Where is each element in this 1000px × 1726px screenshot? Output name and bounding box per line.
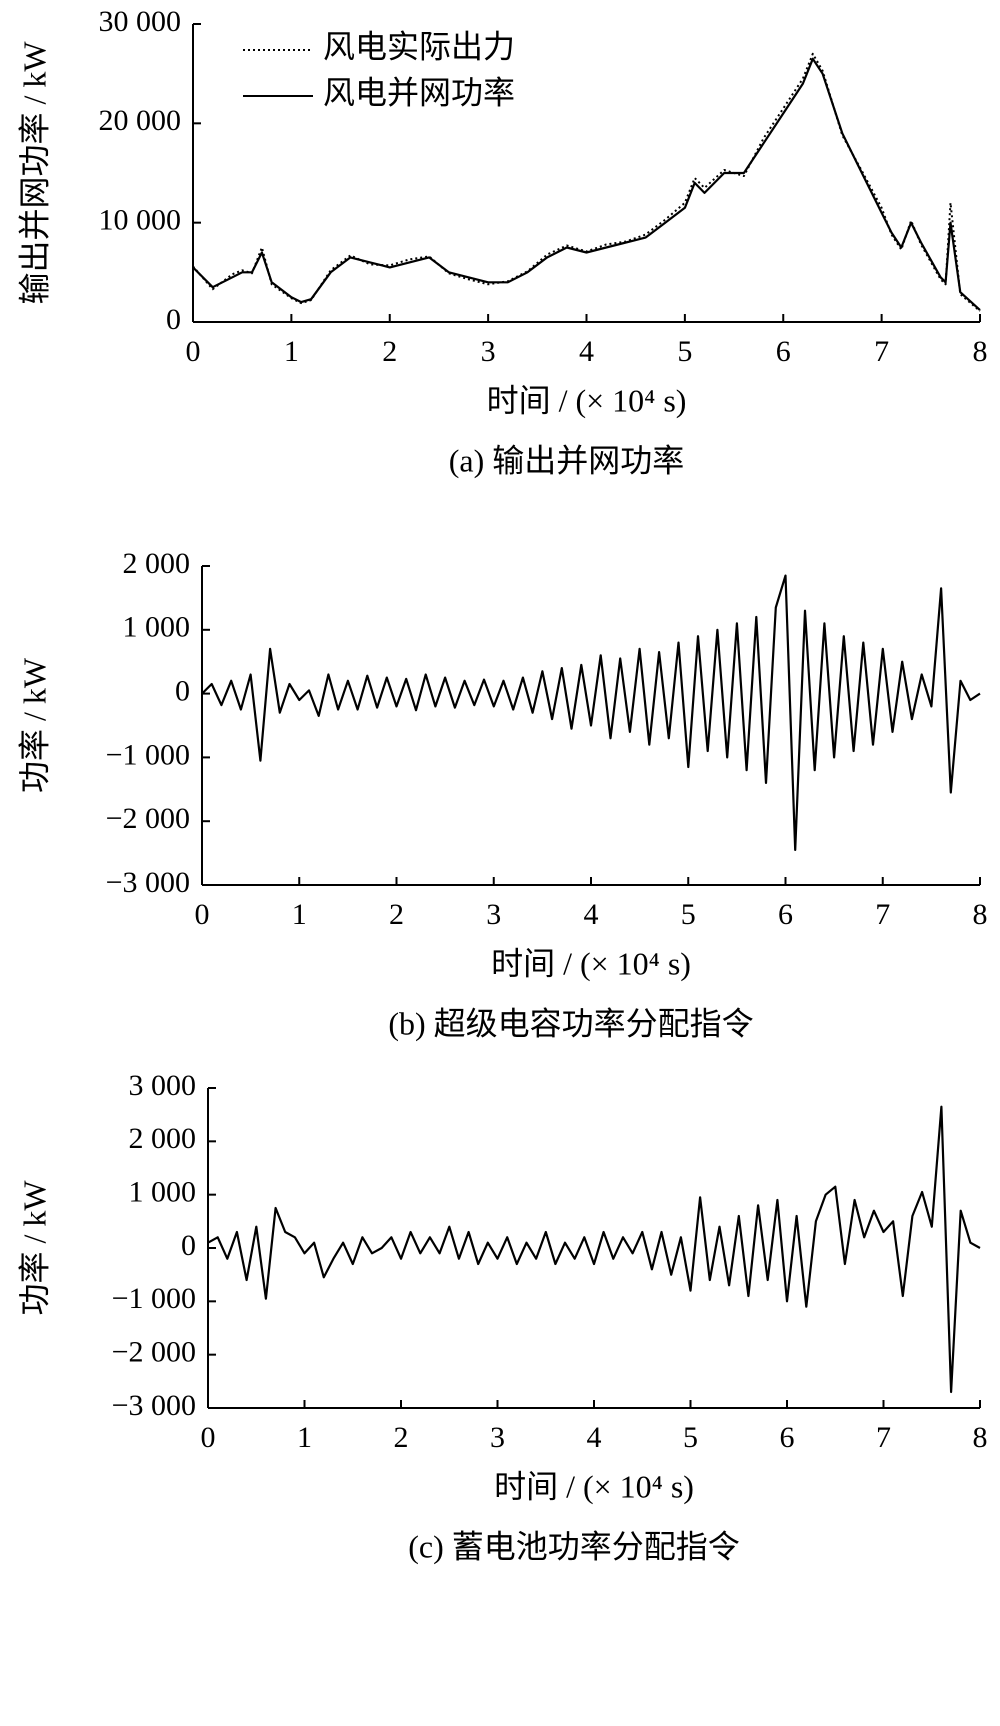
y-tick-label: −2 000 bbox=[112, 1336, 196, 1369]
y-tick-label: 10 000 bbox=[99, 204, 182, 237]
x-tick-label: 0 bbox=[195, 898, 210, 931]
x-tick-label: 1 bbox=[297, 1421, 312, 1454]
x-tick-label: 0 bbox=[201, 1421, 216, 1454]
x-tick-label: 8 bbox=[973, 335, 988, 368]
y-tick-label: 0 bbox=[181, 1229, 196, 1262]
chart-caption: (a) 输出并网功率 bbox=[449, 442, 685, 478]
y-tick-label: −3 000 bbox=[106, 866, 190, 899]
y-axis-label: 功率 / kW bbox=[16, 657, 52, 793]
x-tick-label: 4 bbox=[587, 1421, 602, 1454]
x-tick-label: 2 bbox=[382, 335, 397, 368]
y-tick-label: 1 000 bbox=[123, 611, 191, 644]
y-tick-label: −1 000 bbox=[112, 1282, 196, 1315]
x-tick-label: 8 bbox=[973, 1421, 988, 1454]
y-tick-label: 2 000 bbox=[123, 547, 191, 580]
x-tick-label: 6 bbox=[776, 335, 791, 368]
x-tick-label: 2 bbox=[394, 1421, 409, 1454]
legend-label: 风电实际出力 bbox=[323, 28, 515, 64]
y-tick-label: 30 000 bbox=[99, 5, 182, 38]
y-tick-label: 1 000 bbox=[129, 1176, 197, 1209]
x-axis-label: 时间 / (× 10⁴ s) bbox=[491, 945, 691, 981]
data-line bbox=[201, 574, 981, 851]
data-line bbox=[192, 52, 981, 312]
data-line bbox=[192, 57, 981, 311]
x-tick-label: 4 bbox=[579, 335, 594, 368]
y-tick-label: 2 000 bbox=[129, 1122, 197, 1155]
x-tick-label: 5 bbox=[683, 1421, 698, 1454]
x-tick-label: 8 bbox=[973, 898, 988, 931]
data-line bbox=[207, 1105, 981, 1394]
chart-caption: (c) 蓄电池功率分配指令 bbox=[408, 1528, 740, 1564]
x-tick-label: 3 bbox=[490, 1421, 505, 1454]
chart-caption: (b) 超级电容功率分配指令 bbox=[388, 1005, 753, 1041]
x-tick-label: 0 bbox=[186, 335, 201, 368]
x-tick-label: 6 bbox=[780, 1421, 795, 1454]
y-tick-label: 20 000 bbox=[99, 104, 182, 137]
legend-label: 风电并网功率 bbox=[323, 74, 515, 110]
x-axis-label: 时间 / (× 10⁴ s) bbox=[487, 382, 687, 418]
x-tick-label: 5 bbox=[677, 335, 692, 368]
x-tick-label: 6 bbox=[778, 898, 793, 931]
y-tick-label: 0 bbox=[166, 303, 181, 336]
x-tick-label: 5 bbox=[681, 898, 696, 931]
y-tick-label: −2 000 bbox=[106, 802, 190, 835]
y-tick-label: −3 000 bbox=[112, 1389, 196, 1422]
x-tick-label: 7 bbox=[875, 898, 890, 931]
x-tick-label: 1 bbox=[292, 898, 307, 931]
x-tick-label: 3 bbox=[481, 335, 496, 368]
x-axis-label: 时间 / (× 10⁴ s) bbox=[494, 1468, 694, 1504]
y-axis-label: 功率 / kW bbox=[16, 1180, 52, 1316]
y-tick-label: −1 000 bbox=[106, 738, 190, 771]
x-tick-label: 7 bbox=[876, 1421, 891, 1454]
x-tick-label: 4 bbox=[584, 898, 599, 931]
y-tick-label: 0 bbox=[175, 674, 190, 707]
y-axis-label: 输出并网功率 / kW bbox=[16, 41, 52, 305]
x-tick-label: 2 bbox=[389, 898, 404, 931]
y-tick-label: 3 000 bbox=[129, 1069, 197, 1102]
x-tick-label: 7 bbox=[874, 335, 889, 368]
x-tick-label: 3 bbox=[486, 898, 501, 931]
x-tick-label: 1 bbox=[284, 335, 299, 368]
